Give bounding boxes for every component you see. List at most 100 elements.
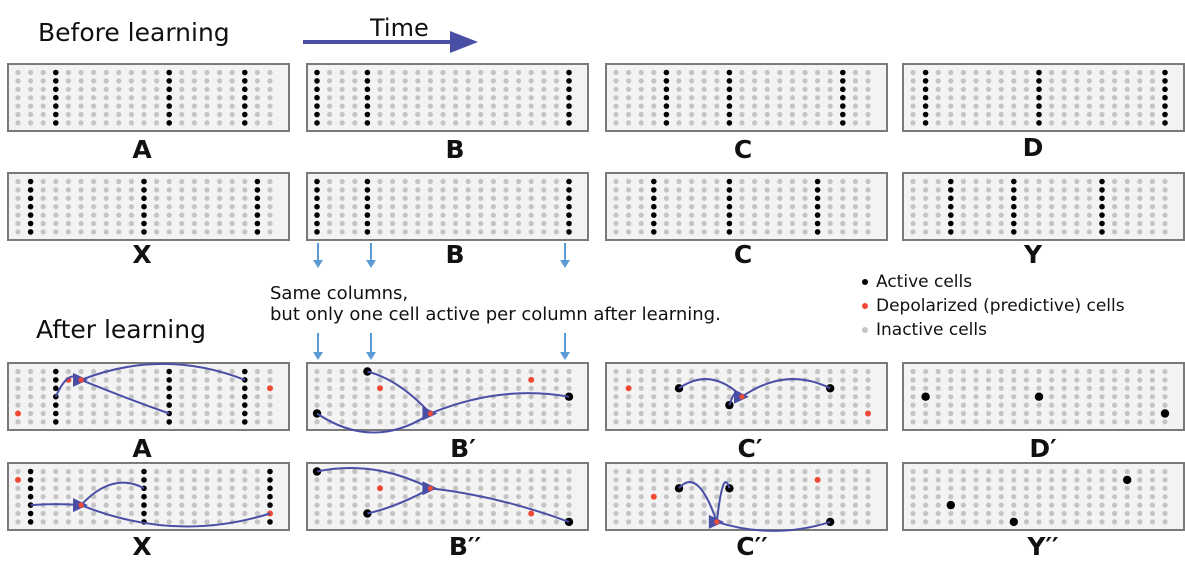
inactive-cell: [998, 86, 1004, 92]
inactive-cell: [910, 69, 916, 76]
active-cell: [267, 519, 273, 525]
inactive-cell: [764, 494, 770, 500]
active-cell: [242, 402, 248, 408]
inactive-cell: [689, 86, 695, 92]
active-cell: [166, 69, 172, 76]
inactive-cell: [1124, 385, 1130, 391]
depolarized-cell: [427, 485, 433, 491]
inactive-cell: [1074, 204, 1080, 210]
inactive-cell: [852, 419, 859, 425]
inactive-cell: [465, 394, 471, 400]
inactive-cell: [490, 368, 496, 375]
inactive-cell: [314, 510, 320, 517]
inactive-cell: [701, 86, 707, 92]
inactive-cell: [998, 494, 1004, 500]
inactive-cell: [427, 385, 433, 391]
active-cell: [922, 78, 929, 84]
inactive-cell: [802, 111, 808, 118]
inactive-cell: [217, 187, 223, 193]
inactive-cell: [478, 204, 484, 210]
active-cell: [1011, 187, 1017, 193]
inactive-cell: [973, 402, 979, 408]
inactive-cell: [553, 519, 560, 525]
inactive-cell: [973, 103, 979, 109]
inactive-cell: [1162, 385, 1168, 391]
inactive-cell: [663, 419, 670, 425]
inactive-cell: [973, 187, 979, 193]
inactive-cell: [490, 468, 496, 475]
active-cell: [1011, 229, 1017, 235]
inactive-cell: [1112, 419, 1118, 425]
inactive-cell: [1011, 111, 1017, 118]
inactive-cell: [204, 402, 210, 408]
inactive-cell: [638, 510, 644, 517]
inactive-cell: [415, 220, 421, 227]
inactive-cell: [1036, 419, 1042, 425]
inactive-cell: [852, 494, 859, 500]
inactive-cell: [1124, 394, 1130, 400]
inactive-cell: [827, 103, 833, 109]
inactive-cell: [777, 485, 783, 491]
inactive-cell: [402, 178, 408, 185]
inactive-cell: [91, 78, 97, 84]
inactive-cell: [638, 385, 644, 391]
inactive-cell: [352, 502, 358, 508]
active-cell: [363, 509, 372, 518]
inactive-cell: [701, 212, 707, 218]
inactive-cell: [626, 419, 632, 425]
inactive-cell: [802, 477, 808, 483]
inactive-cell: [40, 111, 46, 118]
inactive-cell: [1137, 502, 1143, 508]
inactive-cell: [1099, 402, 1105, 408]
inactive-cell: [1023, 86, 1029, 92]
inactive-cell: [327, 195, 333, 201]
inactive-cell: [689, 69, 695, 76]
inactive-cell: [960, 394, 967, 400]
inactive-cell: [948, 402, 954, 408]
cell-grid-panel: [7, 172, 290, 241]
inactive-cell: [948, 69, 954, 76]
dendrite: [80, 362, 246, 381]
inactive-cell: [701, 385, 707, 391]
inactive-cell: [777, 195, 783, 201]
inactive-cell: [777, 111, 783, 118]
inactive-cell: [986, 78, 992, 84]
inactive-cell: [1099, 78, 1105, 84]
inactive-cell: [352, 394, 358, 400]
inactive-cell: [91, 419, 97, 425]
inactive-cell: [229, 220, 235, 227]
active-cell: [651, 203, 657, 210]
inactive-cell: [553, 377, 560, 383]
inactive-cell: [541, 519, 547, 525]
inactive-cell: [154, 419, 160, 425]
active-cell: [166, 385, 172, 392]
inactive-cell: [739, 187, 745, 193]
inactive-cell: [1049, 103, 1055, 109]
inactive-cell: [651, 95, 657, 101]
inactive-cell: [865, 78, 871, 84]
inactive-cell: [1049, 86, 1055, 92]
inactive-cell: [1149, 485, 1155, 491]
inactive-cell: [626, 120, 632, 126]
inactive-cell: [339, 120, 345, 126]
inactive-cell: [440, 377, 446, 383]
inactive-cell: [935, 494, 941, 500]
inactive-cell: [1149, 368, 1155, 375]
inactive-cell: [638, 78, 644, 84]
inactive-cell: [40, 468, 46, 475]
inactive-cell: [1011, 86, 1017, 92]
inactive-cell: [1036, 229, 1042, 235]
inactive-cell: [714, 402, 720, 408]
active-cell: [364, 86, 371, 93]
inactive-cell: [503, 402, 509, 408]
inactive-cell: [1162, 368, 1168, 375]
inactive-cell: [28, 394, 34, 400]
inactive-cell: [865, 468, 871, 475]
inactive-cell: [191, 111, 197, 118]
inactive-cell: [840, 510, 846, 517]
inactive-cell: [91, 229, 97, 235]
inactive-cell: [626, 468, 632, 475]
inactive-cell: [865, 494, 871, 500]
inactive-cell: [91, 477, 97, 483]
inactive-cell: [440, 220, 446, 227]
